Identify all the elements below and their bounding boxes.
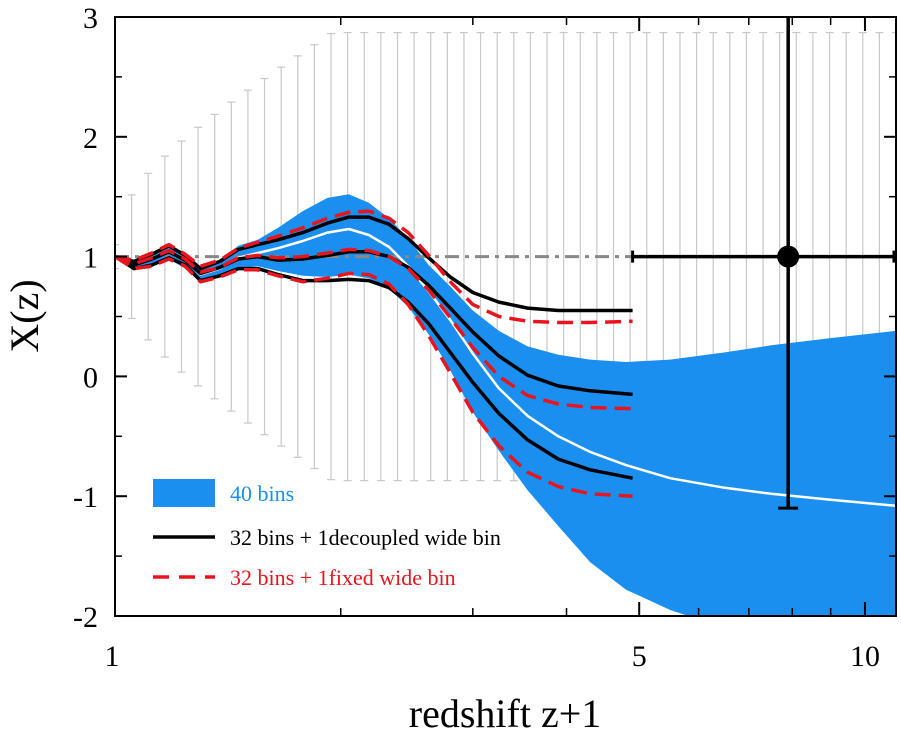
band-layer (115, 194, 896, 616)
legend-label-decoupled: 32 bins + 1decoupled wide bin (230, 525, 501, 550)
series-line-fixed (115, 209, 633, 325)
y-tick-label: 1 (83, 242, 98, 275)
band-40-bins (115, 194, 896, 616)
legend-swatch-band (153, 479, 215, 507)
legend-label-band: 40 bins (230, 481, 294, 506)
x-tick-label: 5 (632, 640, 647, 673)
legend-label-fixed: 32 bins + 1fixed wide bin (230, 565, 456, 590)
y-tick-label: -1 (73, 481, 98, 514)
y-tick-label: -2 (73, 601, 98, 634)
wide-bin-point-layer (631, 17, 896, 510)
x-axis-title: redshift z+1 (409, 691, 602, 735)
series-line-fixed (115, 255, 633, 498)
y-tick-label: 0 (83, 361, 98, 394)
wide-bin-point (777, 245, 800, 268)
series-line-fixed (115, 247, 633, 411)
legend: 40 bins 32 bins + 1decoupled wide bin 32 b… (153, 479, 501, 590)
x-tick-label: 1 (105, 640, 120, 673)
y-tick-label: 3 (83, 2, 98, 35)
x-tick-label: 10 (850, 640, 880, 673)
series-layer (115, 209, 896, 508)
y-axis-title: X(z) (2, 279, 47, 352)
y-tick-label: 2 (83, 122, 98, 155)
